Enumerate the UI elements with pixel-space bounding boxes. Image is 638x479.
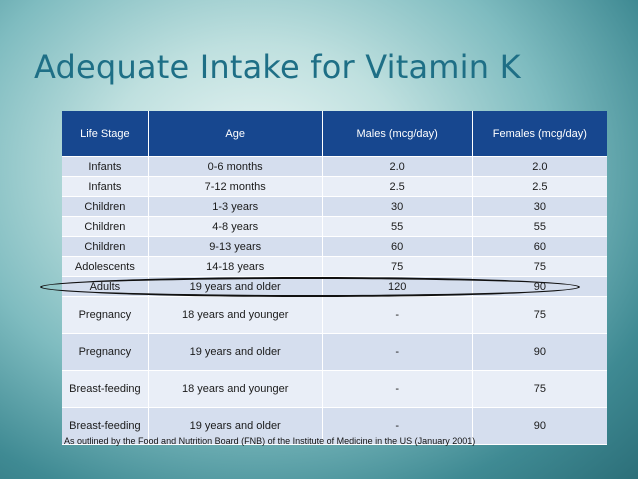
header-age: Age	[148, 111, 323, 157]
cell-age: 19 years and older	[147, 407, 323, 445]
table-row: Children 9-13 years 60 60	[62, 236, 607, 257]
cell-females: 60	[471, 236, 607, 257]
table-row: Infants 0-6 months 2.0 2.0	[62, 156, 607, 177]
cell-females: 30	[471, 196, 607, 217]
cell-females: 90	[471, 333, 607, 371]
table-row: Breast-feeding 19 years and older - 90	[62, 407, 607, 445]
cell-age: 18 years and younger	[147, 370, 323, 408]
cell-females: 90	[471, 407, 607, 445]
cell-males: 60	[321, 236, 473, 257]
cell-age: 4-8 years	[147, 216, 323, 237]
table-row: Pregnancy 19 years and older - 90	[62, 333, 607, 371]
table-row: Adolescents 14-18 years 75 75	[62, 256, 607, 277]
cell-males: -	[321, 370, 473, 408]
cell-age: 7-12 months	[147, 176, 323, 197]
cell-life-stage: Breast-feeding	[62, 370, 149, 408]
table-row-adults: Adults 19 years and older 120 90	[62, 276, 607, 297]
cell-life-stage: Breast-feeding	[62, 407, 149, 445]
cell-age: 14-18 years	[147, 256, 323, 277]
cell-females: 2.0	[471, 156, 607, 177]
cell-age: 19 years and older	[147, 333, 323, 371]
cell-age: 19 years and older	[147, 276, 323, 297]
header-females: Females (mcg/day)	[472, 111, 607, 157]
cell-age: 1-3 years	[147, 196, 323, 217]
cell-males: 55	[321, 216, 473, 237]
table-row: Children 1-3 years 30 30	[62, 196, 607, 217]
header-males: Males (mcg/day)	[322, 111, 473, 157]
cell-males: 30	[321, 196, 473, 217]
cell-females: 55	[471, 216, 607, 237]
cell-males: 120	[321, 276, 473, 297]
table-row: Pregnancy 18 years and younger - 75	[62, 296, 607, 334]
cell-life-stage: Infants	[62, 156, 149, 177]
cell-females: 75	[471, 370, 607, 408]
cell-females: 75	[471, 296, 607, 334]
cell-males: 2.0	[321, 156, 473, 177]
cell-males: -	[321, 407, 473, 445]
cell-males: 2.5	[321, 176, 473, 197]
cell-life-stage: Adolescents	[62, 256, 149, 277]
cell-males: -	[321, 333, 473, 371]
slide-title: Adequate Intake for Vitamin K	[34, 48, 521, 86]
table-row: Infants 7-12 months 2.5 2.5	[62, 176, 607, 197]
cell-life-stage: Children	[62, 196, 149, 217]
cell-age: 18 years and younger	[147, 296, 323, 334]
cell-life-stage: Pregnancy	[62, 296, 149, 334]
cell-life-stage: Children	[62, 216, 149, 237]
cell-life-stage: Pregnancy	[62, 333, 149, 371]
cell-age: 9-13 years	[147, 236, 323, 257]
vitamin-k-table: Life Stage Age Males (mcg/day) Females (…	[62, 111, 607, 445]
table-row: Children 4-8 years 55 55	[62, 216, 607, 237]
cell-age: 0-6 months	[147, 156, 323, 177]
cell-life-stage: Children	[62, 236, 149, 257]
source-footnote: As outlined by the Food and Nutrition Bo…	[64, 436, 476, 446]
cell-life-stage: Infants	[62, 176, 149, 197]
header-life-stage: Life Stage	[62, 111, 149, 157]
cell-males: 75	[321, 256, 473, 277]
cell-males: -	[321, 296, 473, 334]
table-row: Breast-feeding 18 years and younger - 75	[62, 370, 607, 408]
cell-females: 75	[471, 256, 607, 277]
table-header-row: Life Stage Age Males (mcg/day) Females (…	[62, 111, 607, 157]
cell-females: 2.5	[471, 176, 607, 197]
cell-females: 90	[471, 276, 607, 297]
cell-life-stage: Adults	[62, 276, 149, 297]
